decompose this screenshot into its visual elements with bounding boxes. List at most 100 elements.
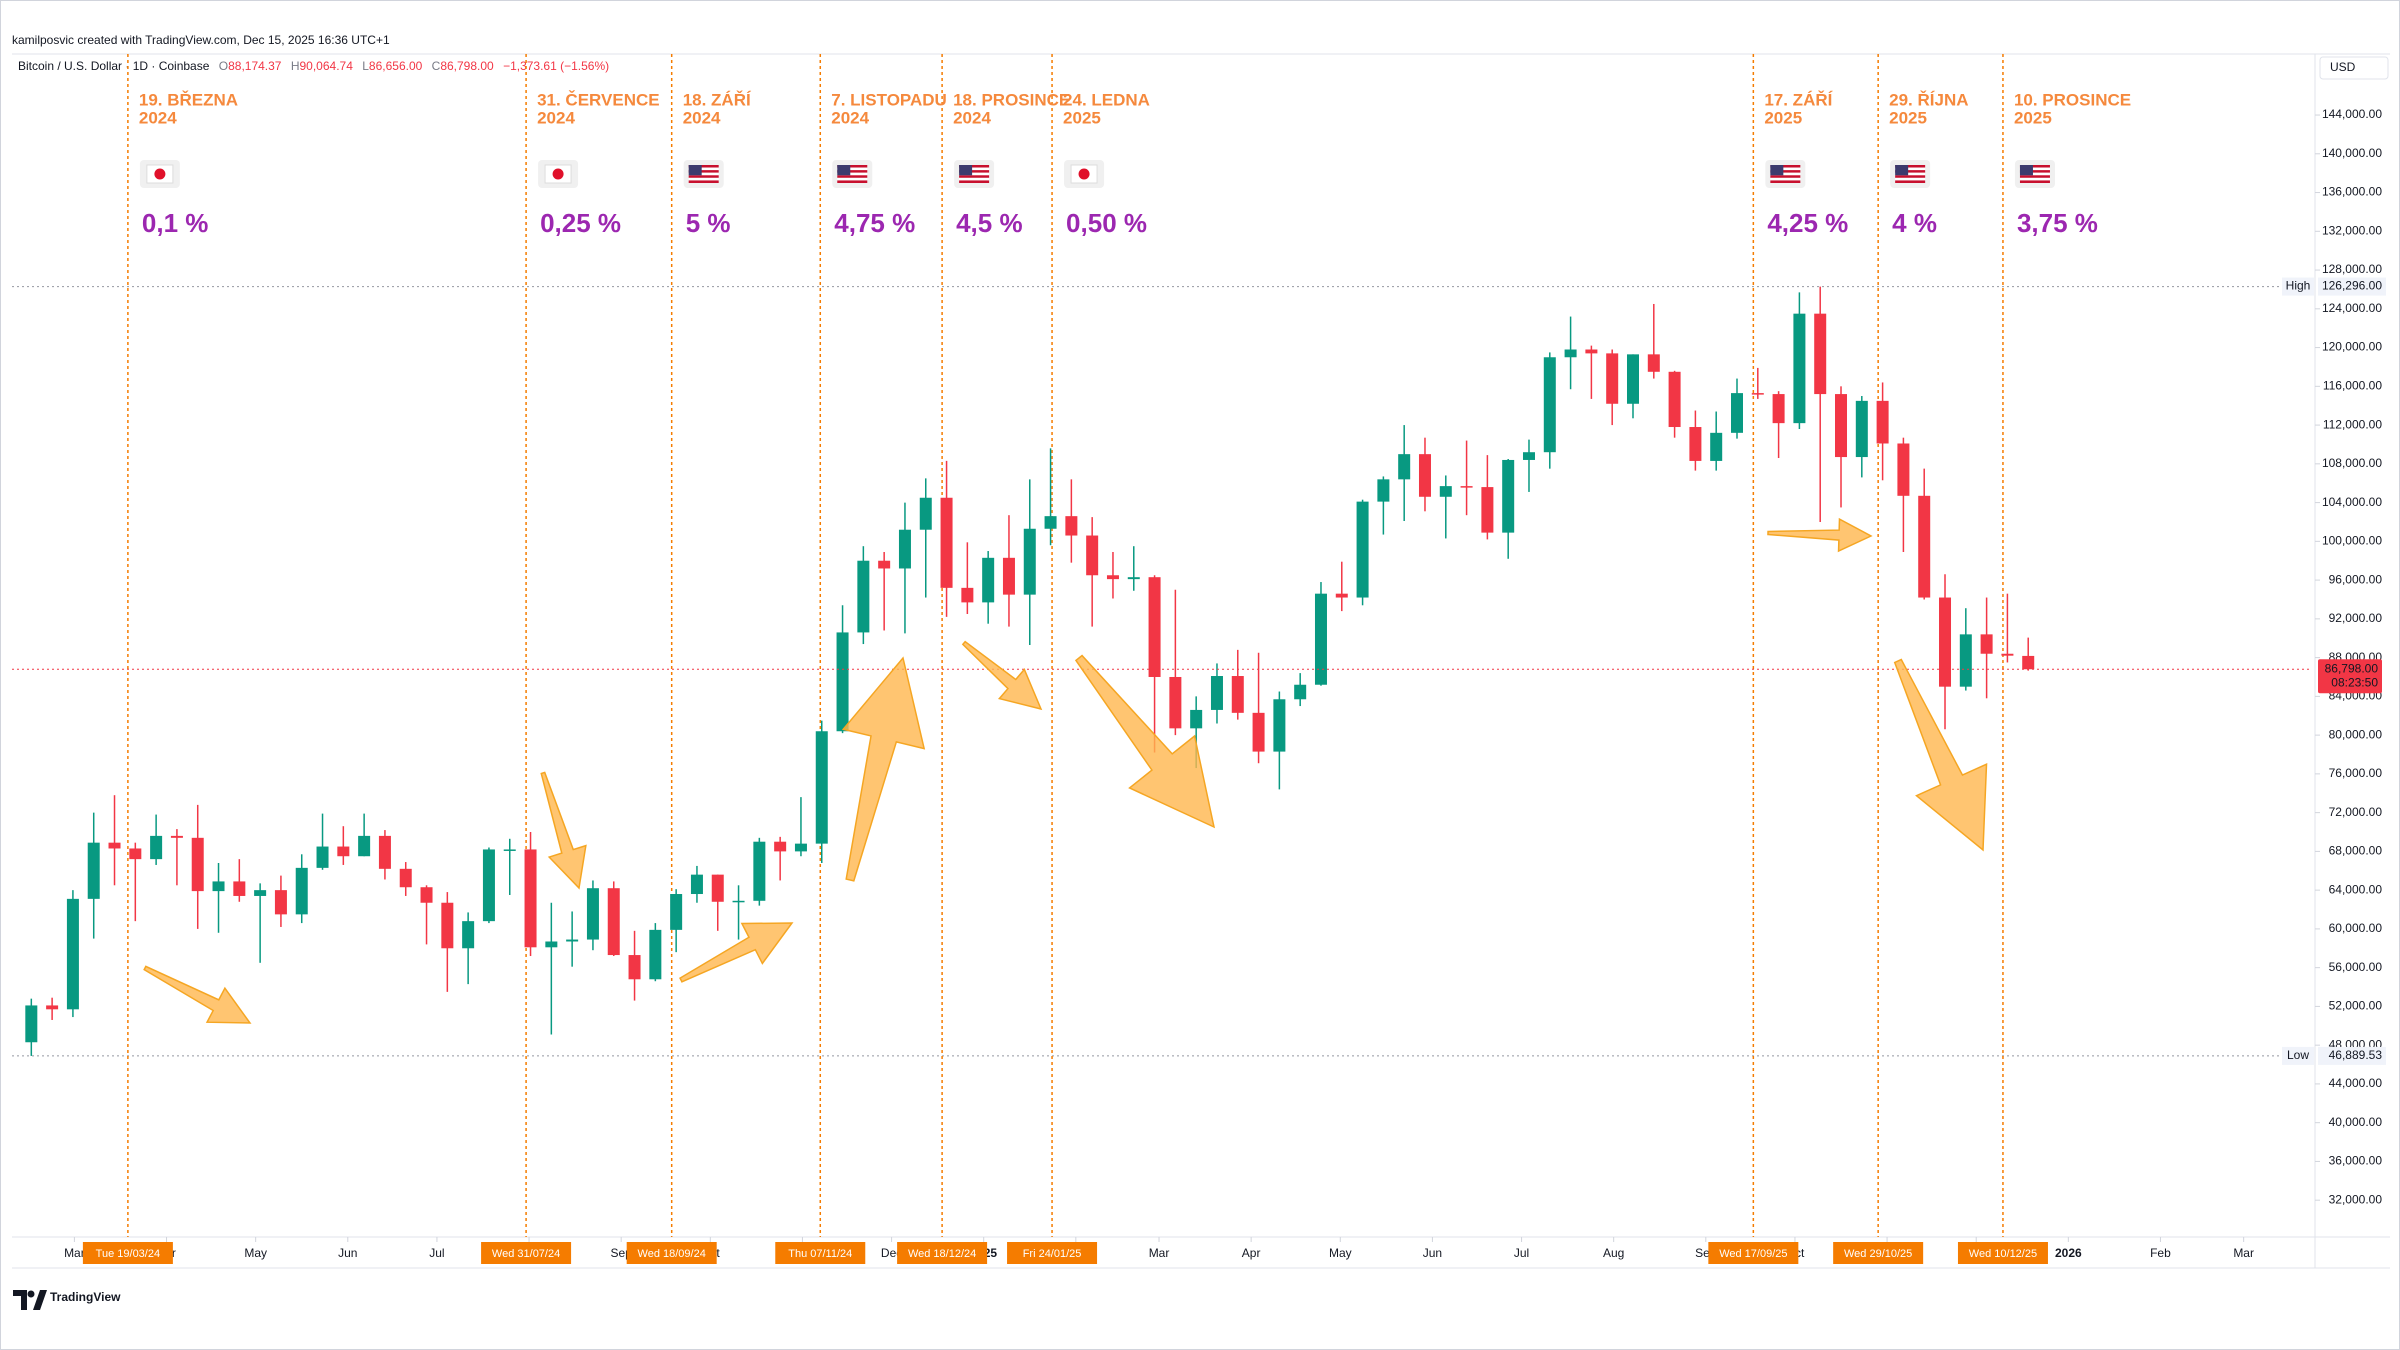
x-tick-label: Feb	[2150, 1246, 2171, 1260]
y-tick-label: 76,000.00	[2329, 766, 2383, 780]
y-tick-label: 60,000.00	[2329, 921, 2383, 935]
candle-body	[46, 1005, 59, 1010]
candle-body	[1543, 357, 1556, 453]
y-tick-label: 140,000.00	[2322, 146, 2382, 160]
candle-body	[108, 842, 121, 849]
event-rate: 4,75 %	[834, 208, 915, 238]
candle-body	[378, 835, 391, 869]
candle-body	[1106, 575, 1119, 580]
flag-disc	[1078, 168, 1090, 180]
y-tick-label: 104,000.00	[2322, 495, 2382, 509]
event-year: 2024	[831, 108, 869, 127]
arrow	[1074, 654, 1216, 829]
author-line: kamilposvic created with TradingView.com…	[12, 33, 390, 47]
event-date-box	[897, 1242, 988, 1264]
event-date-box	[626, 1242, 717, 1264]
flag	[954, 160, 995, 188]
flag-stripe	[837, 170, 868, 173]
y-tick-label: 64,000.00	[2329, 882, 2383, 896]
event-title: 10. PROSINCE	[2014, 90, 2131, 109]
candle-body	[961, 587, 974, 603]
event-date: Fri 24/01/25	[1023, 1248, 1082, 1260]
event-date-box	[1708, 1242, 1799, 1264]
candle-body	[1731, 393, 1743, 433]
x-tick-label: Jun	[1423, 1246, 1442, 1260]
candle-body	[1689, 427, 1702, 461]
candle-body	[545, 941, 558, 948]
x-tick-label: Apr	[1242, 1246, 1261, 1260]
event-title: 17. ZÁŘÍ	[1764, 90, 1833, 109]
arrow	[1767, 517, 1873, 553]
currency-box[interactable]	[2319, 56, 2389, 80]
flag-stripe	[1770, 172, 1801, 176]
candle-body	[1793, 313, 1806, 424]
flag-stripe	[837, 167, 868, 171]
event-year: 2025	[1063, 108, 1101, 127]
extreme-name: Low	[2287, 1048, 2309, 1062]
flag	[1890, 160, 1931, 188]
flag-stripe	[959, 180, 990, 183]
candle-body	[254, 890, 267, 896]
candle-body	[233, 881, 246, 896]
flag-canton	[959, 165, 973, 176]
y-tick-label: 144,000.00	[2322, 107, 2382, 121]
flag-stripe	[837, 177, 868, 181]
event-year: 2025	[1889, 108, 1927, 127]
flag-stripe	[959, 175, 990, 178]
candle-body	[1522, 452, 1535, 460]
flag	[1064, 160, 1105, 188]
flag-stripe	[1770, 170, 1801, 173]
candle-body	[2022, 655, 2035, 670]
flag-stripe	[688, 170, 719, 173]
flag	[538, 160, 579, 188]
x-tick-label: Aug	[1603, 1246, 1624, 1260]
x-tick-label: 2026	[2055, 1246, 2082, 1260]
event-rate: 5 %	[686, 208, 731, 238]
flag-stripe	[688, 167, 719, 171]
symbol: Bitcoin / U.S. Dollar · 1D · Coinbase	[18, 59, 210, 73]
x-tick-label: Dec	[881, 1246, 902, 1260]
flag-stripe	[688, 180, 719, 183]
x-tick-label: Mar	[1149, 1246, 1170, 1260]
candle-body	[358, 835, 371, 857]
candle-body	[2001, 653, 2014, 656]
candle-body	[399, 868, 412, 888]
candle-body	[1169, 676, 1182, 729]
event-date-box	[481, 1242, 572, 1264]
x-tick-label: Mar	[64, 1246, 85, 1260]
event-date: Wed 17/09/25	[1719, 1248, 1787, 1260]
candle-body	[940, 497, 953, 588]
event-date-box	[82, 1242, 173, 1264]
candle-body	[857, 560, 870, 633]
y-tick-label: 44,000.00	[2329, 1076, 2383, 1090]
candle-body	[1814, 313, 1827, 395]
flag-stripe	[688, 165, 719, 168]
ohlc-value: 86,798.00	[440, 59, 494, 73]
flag	[139, 160, 180, 188]
flag-stripe	[1895, 170, 1926, 173]
flag-canton	[837, 165, 851, 176]
symbol-line: Bitcoin / U.S. Dollar · 1D · Coinbase O 8…	[18, 59, 609, 73]
candle-body	[586, 888, 599, 940]
x-tick-label: Jul	[429, 1246, 444, 1260]
event-title: 29. ŘÍJNA	[1889, 90, 1968, 109]
candle-body	[1086, 535, 1099, 576]
candle-body	[607, 888, 620, 956]
y-tick-label: 128,000.00	[2322, 262, 2382, 276]
change: −1,373.61 (−1.56%)	[503, 59, 609, 73]
event-date: Wed 18/09/24	[638, 1248, 706, 1260]
candle-body	[878, 560, 891, 569]
candle-body	[1626, 354, 1639, 404]
candle-body	[503, 849, 516, 851]
ohlc-label: C	[432, 59, 441, 73]
ohlc-label: O	[219, 59, 228, 73]
candle-body	[1418, 454, 1431, 497]
event-rate: 4 %	[1892, 208, 1937, 238]
x-tick-label: May	[1329, 1246, 1352, 1260]
flag-stripe	[837, 180, 868, 183]
candle-body	[1897, 443, 1910, 496]
candle-body	[1460, 486, 1473, 488]
candle-body	[1148, 577, 1161, 677]
